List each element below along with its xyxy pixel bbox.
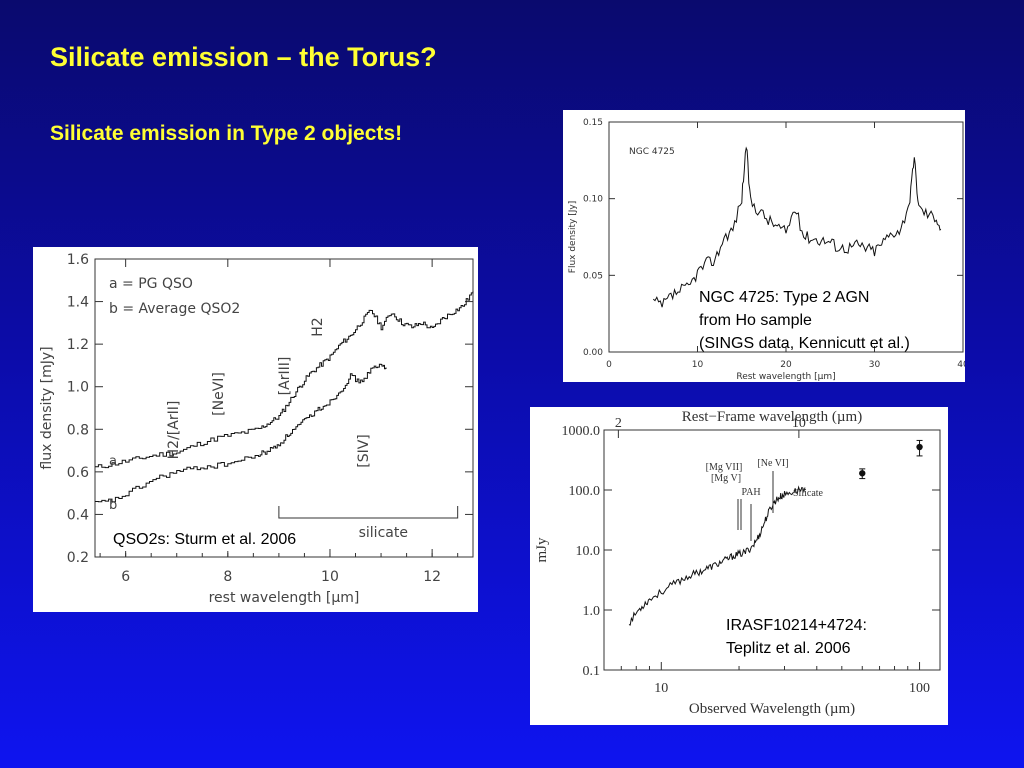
slide-subtitle: Silicate emission in Type 2 objects! xyxy=(50,122,403,145)
iras-label-pah: PAH xyxy=(741,487,760,498)
qso-line-label-4: [SIV] xyxy=(356,434,372,468)
qso-y-tick-label: 1.2 xyxy=(67,337,89,353)
ngc-x-tick-label: 40 xyxy=(957,360,965,370)
ngc-x-tick-label: 30 xyxy=(869,360,881,370)
qso-y-axis-label: flux density [mJy] xyxy=(39,346,55,469)
ngc4725-caption-line-1: NGC 4725: Type 2 AGN xyxy=(699,289,870,306)
iras-photometry-point xyxy=(859,470,866,477)
qso-y-tick-label: 1.4 xyxy=(67,295,89,311)
iras-caption-line-1: IRASF10214+4724: xyxy=(726,617,867,634)
qso-y-tick-label: 0.8 xyxy=(67,422,89,438)
qso-line-label-2: [ArIII] xyxy=(277,357,293,396)
qso-caption: QSO2s: Sturm et al. 2006 xyxy=(111,528,299,551)
qso-silicate-label: silicate xyxy=(359,525,408,541)
iras-label-nevi: [Ne VI] xyxy=(757,458,788,469)
qso-x-tick-label: 8 xyxy=(223,569,232,585)
qso-y-tick-label: 0.6 xyxy=(67,465,89,481)
ngc4725-panel: 0 10 20 30 40 0.00 0.05 0.10 0.15 Rest wavelength… xyxy=(563,110,965,382)
iras-y-tick-label: 1000.0 xyxy=(562,424,601,439)
qso-y-tick-label: 0.2 xyxy=(67,550,89,566)
iras-caption-line-2: Teplitz et al. 2006 xyxy=(726,640,851,657)
iras-label-silicate: Silicate xyxy=(793,488,824,499)
qso-x-tick-label: 12 xyxy=(423,569,441,585)
iras-y-tick-label: 100.0 xyxy=(569,484,601,499)
qso-y-tick-label: 1.6 xyxy=(67,252,89,268)
qso-y-tick-label: 1.0 xyxy=(67,380,89,396)
iras-photometry-point xyxy=(916,443,923,451)
ngc-y-tick-label: 0.05 xyxy=(583,271,603,281)
ngc-x-tick-label: 10 xyxy=(692,360,704,370)
iras-label-mgvii: [Mg VII] xyxy=(706,462,743,473)
iras-top-x-tick-label: 2 xyxy=(615,416,622,431)
qso-x-axis-label: rest wavelength [µm] xyxy=(209,590,360,606)
qso-series-a xyxy=(95,290,474,469)
iras-y-tick-label: 1.0 xyxy=(583,604,601,619)
qso-silicate-bracket xyxy=(278,506,459,519)
ngc-inset-label: NGC 4725 xyxy=(629,147,675,157)
ngc-y-axis-label: Flux density [Jy] xyxy=(568,201,578,273)
iras-y-tick-label: 10.0 xyxy=(576,544,601,559)
qso-line-label-0: H2/[ArII] xyxy=(166,401,182,460)
qso-x-tick-label: 10 xyxy=(321,569,339,585)
iras-x-tick-label: 10 xyxy=(654,681,668,696)
qso-line-label-1: [NeVI] xyxy=(211,372,227,416)
iras-series-spectrum xyxy=(628,485,806,626)
qso-legend-b: b = Average QSO2 xyxy=(109,301,240,317)
qso-spectrum-chart: 6 8 10 12 0.2 0.4 0.6 0.8 1.0 1.2 1.4 1.6 rest wavel… xyxy=(39,252,474,606)
iras-x-tick-label: 100 xyxy=(909,681,930,696)
qso-spectrum-panel: 6 8 10 12 0.2 0.4 0.6 0.8 1.0 1.2 1.4 1.6 rest wavel… xyxy=(33,247,478,612)
iras-top-x-tick-label: 10 xyxy=(792,416,806,431)
slide-title: Silicate emission – the Torus? xyxy=(50,42,437,72)
ngc4725-chart: 0 10 20 30 40 0.00 0.05 0.10 0.15 Rest wavelength… xyxy=(568,118,965,382)
qso-curve-a-label: a xyxy=(109,454,117,469)
ngc4725-caption-line-3: (SINGS data, Kennicutt et al.) xyxy=(699,335,910,352)
ngc-x-tick-label: 0 xyxy=(606,360,612,370)
iras-sed-panel: 10 100 2 10 Rest−Frame wavelength (µm) 0.1 1.0… xyxy=(530,407,948,725)
iras-label-mgv: [Mg V] xyxy=(711,473,741,484)
qso-curve-b-label: b xyxy=(109,498,117,513)
qso-plot-frame xyxy=(94,258,474,558)
iras-top-x-axis-label: Rest−Frame wavelength (µm) xyxy=(682,409,862,425)
ngc-y-tick-label: 0.00 xyxy=(583,348,603,358)
iras-y-tick-label: 0.1 xyxy=(583,664,601,679)
qso-line-label-3: H2 xyxy=(310,317,326,336)
iras-caption: IRASF10214+4724: Teplitz et al. 2006 xyxy=(726,614,867,660)
ngc4725-caption: NGC 4725: Type 2 AGN from Ho sample (SIN… xyxy=(699,286,910,355)
ngc-y-tick-label: 0.10 xyxy=(583,195,603,205)
qso-legend-a: a = PG QSO xyxy=(109,276,193,292)
qso-series-b xyxy=(95,363,387,503)
ngc-x-tick-label: 20 xyxy=(780,360,792,370)
ngc4725-caption-line-2: from Ho sample xyxy=(699,312,812,329)
iras-x-axis-label: Observed Wavelength (µm) xyxy=(689,701,855,717)
qso-y-tick-label: 0.4 xyxy=(67,507,89,523)
ngc-series-spectrum xyxy=(652,146,942,308)
qso-x-tick-label: 6 xyxy=(121,569,130,585)
ngc-y-tick-label: 0.15 xyxy=(583,118,603,128)
iras-y-axis-label: mJy xyxy=(534,537,550,563)
ngc-x-axis-label: Rest wavelength [µm] xyxy=(736,372,835,382)
